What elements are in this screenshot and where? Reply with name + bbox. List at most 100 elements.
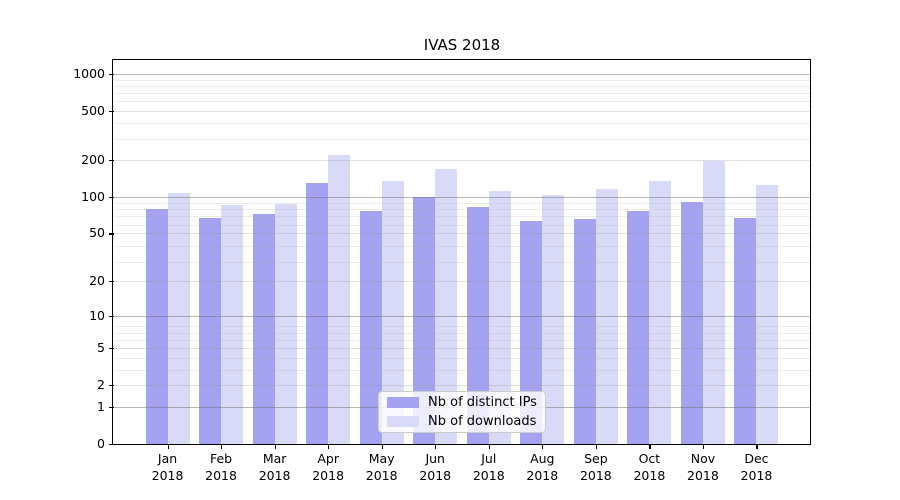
gridline xyxy=(114,138,810,140)
gridline xyxy=(114,369,810,371)
bar-distinct-ips-jul xyxy=(466,207,489,444)
y-tick-label: 500 xyxy=(81,103,105,119)
x-tick-mark xyxy=(756,445,758,449)
gridline xyxy=(114,111,810,113)
gridline xyxy=(114,159,810,161)
gridline xyxy=(114,93,810,95)
x-tick-label-year: 2018 xyxy=(633,468,666,483)
x-tick-label: Sep 2018 xyxy=(554,450,638,484)
x-tick-mark xyxy=(167,445,169,449)
gridline xyxy=(114,233,810,235)
bar-distinct-ips-dec xyxy=(734,218,757,444)
bar-distinct-ips-jun xyxy=(413,196,436,444)
legend-swatch-downloads xyxy=(387,416,419,427)
gridline xyxy=(114,246,810,248)
legend-item: Nb of downloads xyxy=(387,413,537,430)
y-tick-label: 2 xyxy=(97,377,105,393)
gridline xyxy=(114,101,810,103)
bar-downloads-may xyxy=(381,181,404,444)
x-tick-mark xyxy=(595,445,598,449)
y-tick-label: 1000 xyxy=(73,66,105,81)
x-tick-label: Oct 2018 xyxy=(607,450,691,484)
x-tick-label-year: 2018 xyxy=(419,468,452,483)
bar-downloads-dec xyxy=(756,185,779,444)
y-tick-label: 20 xyxy=(89,272,105,288)
gridline xyxy=(114,348,810,350)
x-tick-label-year: 2018 xyxy=(579,468,612,483)
y-tick-label: 5 xyxy=(97,340,105,356)
x-tick-label-year: 2018 xyxy=(151,468,184,483)
x-tick-label-year: 2018 xyxy=(312,468,345,483)
bar-downloads-nov xyxy=(702,161,725,444)
x-tick-mark xyxy=(435,445,437,449)
x-tick-mark xyxy=(274,445,276,449)
bar-distinct-ips-jan xyxy=(145,208,168,444)
gridline xyxy=(114,339,810,341)
x-tick-label-year: 2018 xyxy=(740,468,773,483)
legend-item: Nb of distinct IPs xyxy=(387,394,537,411)
gridline xyxy=(114,79,810,81)
bar-downloads-jun xyxy=(435,168,458,444)
y-tick-mark xyxy=(109,74,114,76)
gridline xyxy=(114,216,810,218)
bar-distinct-ips-mar xyxy=(252,214,275,444)
gridline xyxy=(114,86,810,87)
bar-distinct-ips-oct xyxy=(627,211,650,444)
x-tick-label: Mar 2018 xyxy=(233,450,317,484)
gridline xyxy=(114,74,810,75)
gridline xyxy=(114,385,810,387)
bar-downloads-jul xyxy=(488,190,511,444)
x-tick-label: May 2018 xyxy=(340,450,424,484)
x-tick-label-year: 2018 xyxy=(205,468,237,483)
gridline xyxy=(114,326,810,328)
bar-downloads-oct xyxy=(649,181,672,444)
x-tick-mark xyxy=(221,445,223,449)
x-tick-label-year: 2018 xyxy=(687,468,719,483)
y-tick-mark xyxy=(109,196,114,199)
legend-label-distinct-ips: Nb of distinct IPs xyxy=(428,395,537,410)
x-tick-label: Aug 2018 xyxy=(500,450,584,484)
legend-label-downloads: Nb of downloads xyxy=(428,414,537,429)
bar-distinct-ips-nov xyxy=(680,201,703,444)
gridline xyxy=(114,261,810,263)
legend-swatch-distinct-ips xyxy=(387,397,419,408)
x-tick-mark xyxy=(488,445,490,449)
plot-area xyxy=(114,61,810,444)
y-tick-mark xyxy=(109,280,114,283)
x-tick-mark xyxy=(328,445,330,449)
y-tick-mark xyxy=(109,233,114,235)
bar-distinct-ips-aug xyxy=(520,221,543,444)
x-tick-mark xyxy=(381,445,383,449)
bar-distinct-ips-apr xyxy=(306,182,329,444)
gridline xyxy=(114,280,810,282)
x-tick-label: Feb 2018 xyxy=(179,450,263,484)
gridline xyxy=(114,203,810,204)
x-tick-label-year: 2018 xyxy=(526,468,559,483)
bar-downloads-feb xyxy=(221,205,244,444)
y-tick-label: 50 xyxy=(89,225,105,241)
y-tick-label: 1 xyxy=(97,398,105,414)
bar-distinct-ips-may xyxy=(359,210,382,444)
gridline xyxy=(114,224,810,226)
y-tick-mark xyxy=(109,385,114,387)
legend: Nb of distinct IPs Nb of downloads xyxy=(378,391,546,433)
bar-downloads-apr xyxy=(328,155,351,444)
x-tick-label-year: 2018 xyxy=(365,468,398,483)
x-tick-label: Jun 2018 xyxy=(393,450,477,484)
x-tick-label-year: 2018 xyxy=(472,468,505,483)
y-tick-mark xyxy=(109,159,114,162)
x-tick-label: Jan 2018 xyxy=(126,450,210,484)
bar-distinct-ips-sep xyxy=(573,218,596,444)
gridline xyxy=(114,357,810,359)
bar-downloads-jan xyxy=(167,192,190,444)
x-tick-mark xyxy=(702,445,705,449)
y-tick-label: 200 xyxy=(81,151,105,167)
x-tick-label: Dec 2018 xyxy=(714,450,798,484)
y-tick-mark xyxy=(109,315,114,317)
bar-distinct-ips-feb xyxy=(199,218,222,444)
gridline xyxy=(114,123,810,125)
y-tick-label: 10 xyxy=(89,307,105,323)
x-tick-label: Jul 2018 xyxy=(447,450,531,484)
x-tick-mark xyxy=(649,445,651,449)
